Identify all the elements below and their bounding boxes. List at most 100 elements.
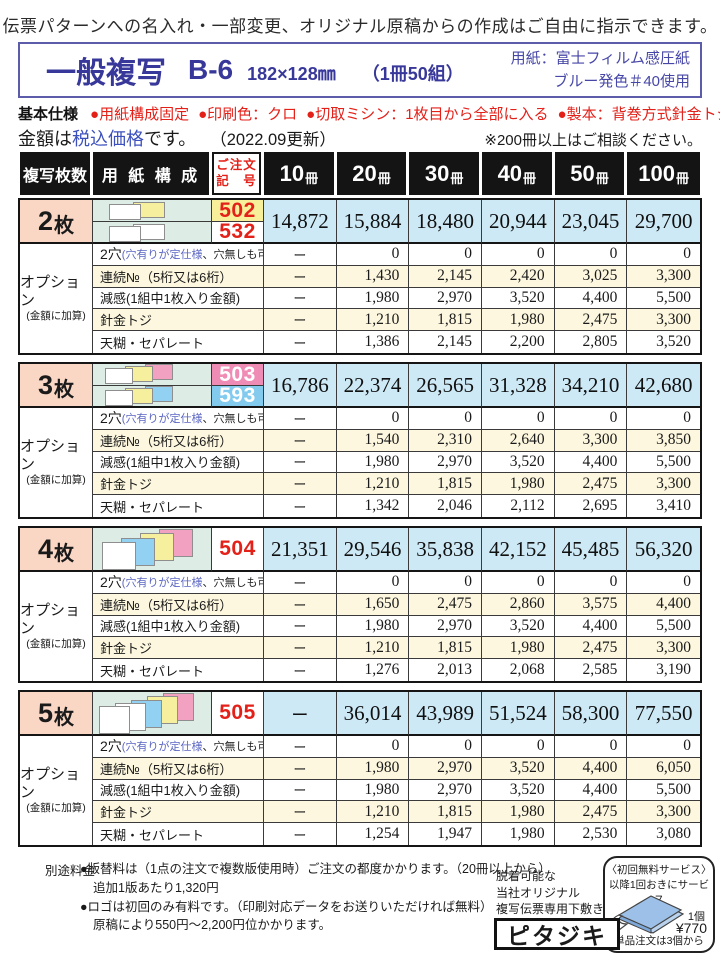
order-code-cell: 504 — [212, 528, 264, 572]
copies-unit: 枚 — [54, 707, 75, 729]
column-header-qty: 10 冊 — [264, 152, 334, 195]
option-label-cell: 2穴(穴有りが定仕様、穴無しも可) — [93, 408, 264, 430]
service-price: ¥770 — [675, 920, 707, 936]
option-price-cell: 2,112 — [481, 495, 555, 517]
paper-composition-cell — [93, 692, 212, 736]
option-price-cell: ー — [264, 801, 337, 824]
qty-number: 40 — [497, 160, 523, 186]
order-code-cell: 532 — [212, 222, 264, 244]
option-label-note: 、穴無しも可) — [202, 577, 263, 590]
option-price-cell: 5,500 — [627, 287, 700, 310]
column-header-qty: 100 冊 — [627, 152, 700, 195]
option-price-cell: ー — [264, 736, 337, 758]
option-price-cell: 0 — [554, 572, 628, 594]
copies-number: 3 — [37, 369, 54, 400]
option-price-cell: 1,980 — [481, 637, 555, 660]
base-price-cell: 43,989 — [409, 692, 482, 736]
option-price-cell: 1,540 — [336, 429, 410, 452]
qty-number: 30 — [424, 160, 450, 186]
option-price-cell: 5,500 — [627, 451, 700, 474]
base-price-cell: 21,351 — [264, 528, 337, 572]
fee-bullet-2-detail: 原稿により550円～2,200円位かかります。 — [93, 918, 332, 933]
base-price-cell: 35,838 — [409, 528, 482, 572]
base-price-cell: 20,944 — [481, 200, 555, 244]
base-price-cell: 26,565 — [409, 364, 482, 408]
option-price-cell: 1,980 — [481, 309, 555, 332]
option-price-cell: 0 — [481, 736, 555, 758]
option-label-cell: 連続№（5桁又は6桁） — [93, 593, 264, 616]
base-price-cell: 23,045 — [554, 200, 628, 244]
option-label-cell: 2穴(穴有りが定仕様、穴無しも可) — [93, 244, 264, 266]
option-price-cell: 2,046 — [409, 495, 482, 517]
paper-sheet-white — [102, 542, 136, 570]
qty-number: 100 — [638, 160, 675, 186]
option-price-cell: 0 — [481, 408, 555, 430]
paper-sheet-white — [105, 390, 133, 406]
option-label-cell: 天糊・セパレート — [93, 495, 264, 517]
option-label-cell: 減感(1組中1枚入り金額) — [93, 779, 264, 802]
price-updated-date: （2022.09更新） — [210, 131, 336, 149]
qty-unit: 冊 — [450, 170, 464, 186]
header-slot: 20 冊 — [336, 152, 410, 195]
option-price-cell: 2,970 — [409, 779, 482, 802]
option-label-cell: 天糊・セパレート — [93, 659, 264, 681]
paper-info-line2: ブルー発色＃40使用 — [553, 73, 690, 90]
option-label-note: 、穴無しも可) — [202, 249, 263, 262]
base-price-cell: 42,152 — [481, 528, 555, 572]
base-price-cell: 31,328 — [481, 364, 555, 408]
paper-info-line1: 用紙：富士フィルム感圧紙 — [510, 49, 690, 67]
options-column-header: オプション (金額に加算) — [20, 408, 93, 517]
option-price-cell: 1,430 — [336, 265, 410, 288]
option-price-cell: 1,210 — [336, 637, 410, 660]
copies-number: 4 — [37, 533, 54, 564]
option-label-note-blue: (穴有りが定仕様 — [121, 741, 203, 754]
option-price-cell: ー — [264, 244, 337, 266]
option-price-cell: 2,970 — [409, 615, 482, 638]
price-note-suffix: です。 — [144, 129, 197, 149]
paper-composition-cell — [93, 200, 212, 222]
option-price-cell: 3,080 — [627, 823, 700, 845]
header-slot: 複写枚数 — [20, 152, 93, 195]
pitajiki-product-name: ピタジキ — [494, 918, 620, 950]
base-price-cell: 14,872 — [264, 200, 337, 244]
option-label-cell: 針金トジ — [93, 801, 264, 824]
options-column-header: オプション (金額に加算) — [20, 736, 93, 845]
fee-bullet-1: ●版替料は（1点の注文で複数版使用時）ご注文の都度かかります。（20冊以上から） — [80, 862, 551, 876]
base-price-cell: 77,550 — [627, 692, 700, 736]
option-price-cell: 1,947 — [409, 823, 482, 845]
fee-bullet-2: ●ロゴは初回のみ有料です。（印刷対応データをお送りいただければ無料） — [80, 899, 493, 914]
option-price-cell: 1,980 — [336, 451, 410, 474]
option-price-cell: 4,400 — [554, 287, 628, 310]
option-price-cell: 0 — [481, 244, 555, 266]
option-price-cell: 0 — [409, 572, 482, 594]
paper-info: 用紙：富士フィルム感圧紙 ブルー発色＃40使用 — [475, 47, 700, 94]
base-price-cell: 29,546 — [336, 528, 410, 572]
paper-sheet-white — [109, 226, 141, 242]
product-set-count: （1冊50組） — [361, 64, 464, 84]
option-price-cell: 2,475 — [409, 593, 482, 616]
option-price-cell: 5,500 — [627, 779, 700, 802]
order-code-cell: 505 — [212, 692, 264, 736]
option-price-cell: 2,475 — [554, 309, 628, 332]
copies-unit: 枚 — [54, 215, 75, 237]
option-price-cell: 0 — [481, 572, 555, 594]
option-price-cell: 1,342 — [336, 495, 410, 517]
option-price-cell: 0 — [627, 572, 700, 594]
price-section-3mai: 3 枚 503 593 16,786 22,374 26,565 31,328 34,210 42… — [18, 362, 702, 519]
option-price-cell: ー — [264, 572, 337, 594]
option-label-cell: 針金トジ — [93, 473, 264, 496]
base-price-cell: 16,786 — [264, 364, 337, 408]
option-price-cell: 2,970 — [409, 287, 482, 310]
qty-unit: 冊 — [595, 170, 609, 186]
option-price-cell: 2,475 — [554, 801, 628, 824]
table-header-row: 複写枚数用 紙 構 成ご注文記 号 10 冊 20 冊 30 冊 40 冊 50 冊 100 冊 — [20, 152, 700, 195]
spec-item: ●切取ミシン：1枚目から全部に入る — [306, 106, 549, 123]
option-label-cell: 連続№（5桁又は6桁） — [93, 265, 264, 288]
option-price-cell: 2,068 — [481, 659, 555, 681]
option-label-cell: 連続№（5桁又は6桁） — [93, 757, 264, 780]
extra-fee-notes: ●版替料は（1点の注文で複数版使用時）ご注文の都度かかります。（20冊以上から）… — [80, 860, 551, 935]
option-price-cell: ー — [264, 429, 337, 452]
